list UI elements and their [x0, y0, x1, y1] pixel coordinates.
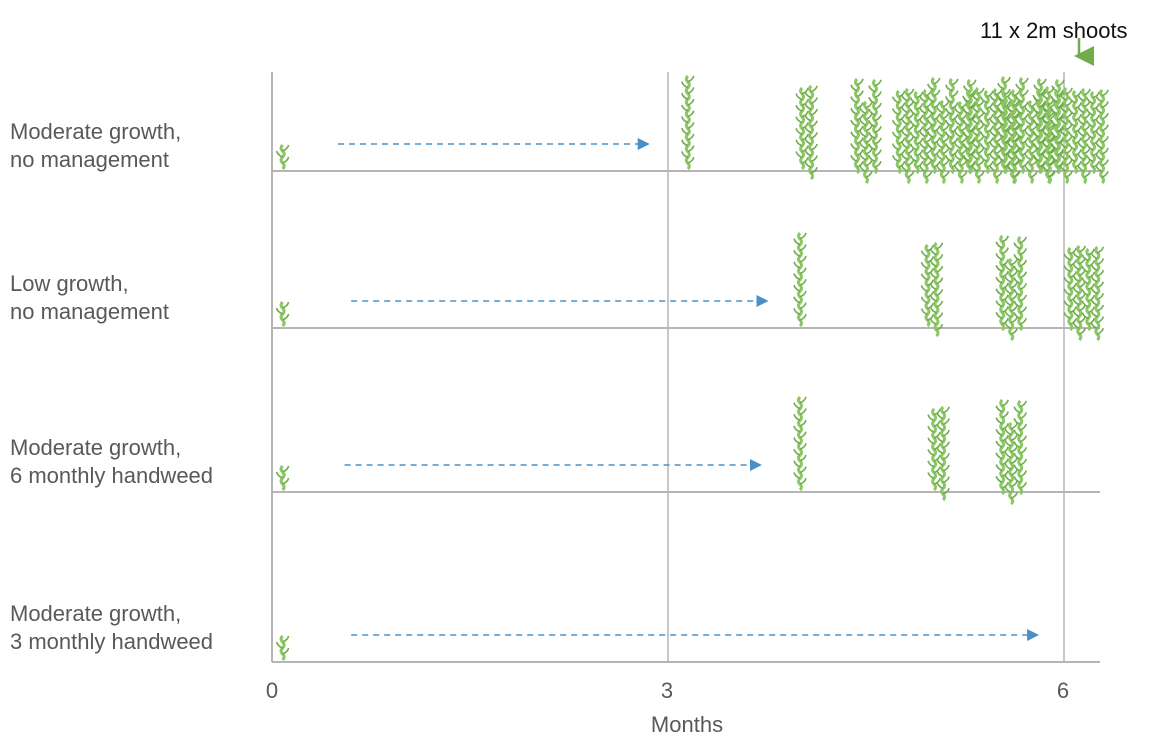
row-label-1-line1: Moderate growth, [10, 119, 182, 144]
shoot-row-1-group-9-3 [1050, 88, 1064, 175]
shoot-row-1-group-9-8 [1095, 88, 1109, 185]
shoot-row-1-group-5-4 [918, 88, 933, 185]
row-label-3-line1: Moderate growth, [10, 435, 182, 460]
row-label-4-line1: Moderate growth, [10, 601, 182, 626]
shoot-row-1-group-4-3 [868, 78, 882, 175]
shoot-row-1-group-4-1 [850, 77, 864, 175]
shoot-row-1-group-2-1 [681, 74, 695, 171]
shoot-row-1-group-6-1 [927, 76, 941, 175]
shoot-row-3-group-3-2 [936, 405, 950, 502]
shoot-row-1-group-7-2 [971, 86, 985, 185]
shoot-row-1-group-7-1 [962, 88, 976, 175]
row-label-2-line1: Low growth, [10, 271, 129, 296]
shoot-row-2-group-4-3 [1013, 235, 1027, 332]
shoot-row-1-group-3-2 [804, 84, 818, 181]
shoot-row-1-group-7-4 [989, 87, 1003, 185]
shoot-row-3-group-4-3 [1013, 399, 1027, 496]
row-label-2: Low growth, no management [10, 270, 169, 326]
shoot-row-2-group-5-1 [1063, 246, 1078, 332]
shoot-row-1-group-4-2 [859, 100, 873, 185]
shoot-row-2-group-2-1 [793, 231, 807, 328]
callout-label: 11 x 2m shoots [980, 18, 1128, 43]
row-label-3-line2: 6 monthly handweed [10, 463, 214, 488]
row-label-4: Moderate growth, 3 monthly handweed [10, 600, 213, 656]
shoot-row-1-group-5-1 [891, 89, 906, 175]
seedling-row-2 [275, 300, 290, 328]
shoot-row-1-group-8-3 [1015, 76, 1029, 175]
row-label-3: Moderate growth, 6 monthly handweed [10, 434, 213, 490]
row-label-2-line2: no management [10, 299, 169, 324]
x-axis-title: Months [650, 712, 724, 737]
row-label-1-line2: no management [10, 147, 169, 172]
tick-label-3: 3 [660, 678, 674, 703]
tick-label-6: 6 [1056, 678, 1070, 703]
row-label-1: Moderate growth, no management [10, 118, 181, 174]
shoot-row-2-group-3-2 [929, 241, 944, 338]
shoot-row-3-group-2-1 [793, 395, 807, 492]
shoot-row-3-group-4-1 [995, 398, 1009, 496]
shoot-row-1-group-9-6 [1077, 87, 1091, 185]
row-label-4-line2: 3 monthly handweed [10, 629, 214, 654]
shoot-row-1-group-7-3 [980, 89, 994, 175]
shoot-row-1-group-9-5 [1068, 89, 1082, 175]
shoot-row-2-group-4-1 [995, 234, 1009, 332]
seedling-row-4 [275, 634, 290, 662]
shoot-row-2-group-5-4 [1090, 245, 1105, 342]
seedling-row-1 [275, 143, 290, 171]
shoot-row-1-group-8-1 [997, 75, 1011, 175]
shoot-row-1-group-5-3 [909, 90, 924, 175]
shoot-row-3-group-3-1 [927, 407, 941, 492]
shoot-row-1-group-6-3 [945, 77, 959, 175]
tick-label-0: 0 [265, 678, 279, 703]
shoot-row-2-group-5-3 [1081, 247, 1096, 332]
shoot-row-2-group-3-1 [920, 243, 935, 328]
seedling-row-3 [275, 464, 290, 492]
shoot-row-1-group-9-4 [1059, 86, 1073, 185]
shoot-row-1-group-3-1 [795, 86, 809, 171]
shoot-row-1-group-9-7 [1086, 90, 1100, 175]
shoot-row-1-group-9-1 [1032, 87, 1046, 175]
